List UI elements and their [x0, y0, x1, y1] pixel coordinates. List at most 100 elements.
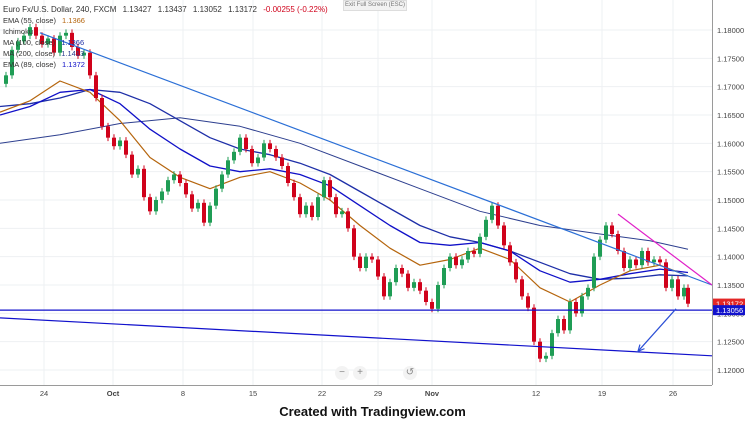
price-tag-box — [713, 298, 745, 309]
ohlc-open: 1.13427 — [122, 5, 152, 14]
indicator-row[interactable]: MA (100, close) 1.1366 — [3, 37, 328, 48]
candle-body — [586, 287, 590, 297]
candle-body — [334, 197, 338, 215]
candle-body — [640, 251, 644, 266]
indicator-row[interactable]: EMA (55, close) 1.1366 — [3, 15, 328, 26]
candle-body — [686, 287, 690, 304]
price-tick-label: 1.16500 — [717, 111, 744, 120]
indicator-label: EMA (89, close) — [3, 60, 56, 69]
price-axis-labels: 1.18000 1.17500 1.17000 1.16500 1.16000 1.155… — [717, 26, 744, 375]
candle-body — [118, 140, 122, 147]
candle-body — [394, 268, 398, 283]
candle-body — [100, 98, 104, 127]
candle-body — [274, 149, 278, 158]
candle-body — [592, 256, 596, 288]
candle-body — [232, 151, 236, 161]
exit-fullscreen-banner[interactable]: Exit Full Screen (ESC) — [343, 0, 407, 11]
upper-downtrend — [39, 32, 713, 286]
candle-body — [154, 200, 158, 212]
candle-body — [502, 225, 506, 246]
price-chart[interactable]: 1.18000 1.17500 1.17000 1.16500 1.16000 1.155… — [0, 0, 745, 400]
indicator-label: Ichimoku — [3, 27, 34, 36]
candle-body — [52, 38, 56, 53]
candle-body — [148, 197, 152, 212]
candle-body — [340, 211, 344, 215]
indicator-label: MA (100, close) — [3, 38, 56, 47]
candle-body — [646, 251, 650, 263]
indicator-label: MA (200, close) — [3, 49, 56, 58]
candle-body — [280, 157, 284, 166]
candle-body — [298, 197, 302, 215]
watermark-footer: Created with Tradingview.com — [279, 404, 466, 419]
indicator-row[interactable]: EMA (89, close) 1.1372 — [3, 59, 328, 70]
price-tick-label: 1.17500 — [717, 54, 744, 63]
price-tick-label: 1.14500 — [717, 224, 744, 233]
symbol-row: Euro Fx/U.S. Dollar, 240, FXCM 1.13427 1… — [3, 4, 328, 15]
candle-body — [202, 202, 206, 223]
candle-body — [622, 251, 626, 268]
candle-body — [88, 52, 92, 76]
candle-body — [244, 137, 248, 149]
candle-body — [256, 157, 260, 164]
candle-body — [22, 35, 26, 42]
candle-body — [82, 52, 86, 56]
candle-body — [460, 259, 464, 266]
symbol-title[interactable]: Euro Fx/U.S. Dollar, 240, FXCM — [3, 5, 117, 14]
candle-body — [628, 259, 632, 268]
candle-body — [262, 143, 266, 158]
candle-body — [322, 180, 326, 198]
candle-body — [520, 279, 524, 297]
candle-body — [550, 333, 554, 356]
indicator-value: 1.1372 — [62, 60, 85, 69]
time-tick-label: 26 — [669, 389, 677, 398]
candle-body — [328, 180, 332, 198]
ohlc-low: 1.13052 — [192, 5, 222, 14]
candle-body — [292, 183, 296, 198]
indicator-row[interactable]: Ichimoku — [3, 26, 328, 37]
candle-body — [142, 168, 146, 198]
moving-average-lines — [0, 80, 689, 303]
price-tag-label: 1.13056 — [716, 306, 743, 315]
candle-body — [382, 276, 386, 297]
candle-body — [598, 239, 602, 257]
ohlc-close: 1.13172 — [228, 5, 257, 14]
ema55-line — [0, 80, 689, 303]
time-tick-label: 29 — [374, 389, 382, 398]
candle-body — [436, 285, 440, 309]
candle-body — [214, 188, 218, 206]
candle-body — [160, 191, 164, 200]
price-tick-label: 1.12000 — [717, 366, 744, 375]
time-tick-label: 19 — [598, 389, 606, 398]
indicator-value: 1.1366 — [61, 38, 85, 47]
candle-body — [412, 282, 416, 288]
chart-legend: Euro Fx/U.S. Dollar, 240, FXCM 1.13427 1… — [3, 4, 328, 70]
zoom-out-button[interactable]: − — [335, 366, 349, 380]
candle-body — [40, 35, 44, 45]
indicator-value: 1.1366 — [62, 16, 85, 25]
reset-chart-button[interactable]: ↺ — [403, 366, 417, 380]
candle-body — [172, 174, 176, 181]
candle-body — [664, 262, 668, 288]
candlesticks — [4, 23, 690, 363]
target-arrow — [637, 308, 677, 352]
candle-body — [166, 180, 170, 192]
candle-body — [112, 137, 116, 147]
candle-body — [526, 296, 530, 308]
indicator-row[interactable]: MA (200, close) 1.1413 — [3, 48, 328, 59]
candle-body — [184, 183, 188, 195]
candle-body — [370, 256, 374, 260]
time-tick-label: 22 — [318, 389, 326, 398]
candle-body — [136, 168, 140, 175]
candle-body — [376, 259, 380, 277]
candle-body — [28, 27, 32, 36]
grid-lines — [0, 0, 712, 385]
zoom-in-button[interactable]: + — [353, 366, 367, 380]
candle-body — [226, 160, 230, 175]
candle-body — [442, 268, 446, 285]
candle-body — [424, 290, 428, 302]
candle-body — [16, 41, 20, 50]
candle-body — [346, 211, 350, 229]
candle-body — [178, 174, 182, 183]
candle-body — [574, 302, 578, 314]
candle-body — [352, 228, 356, 257]
